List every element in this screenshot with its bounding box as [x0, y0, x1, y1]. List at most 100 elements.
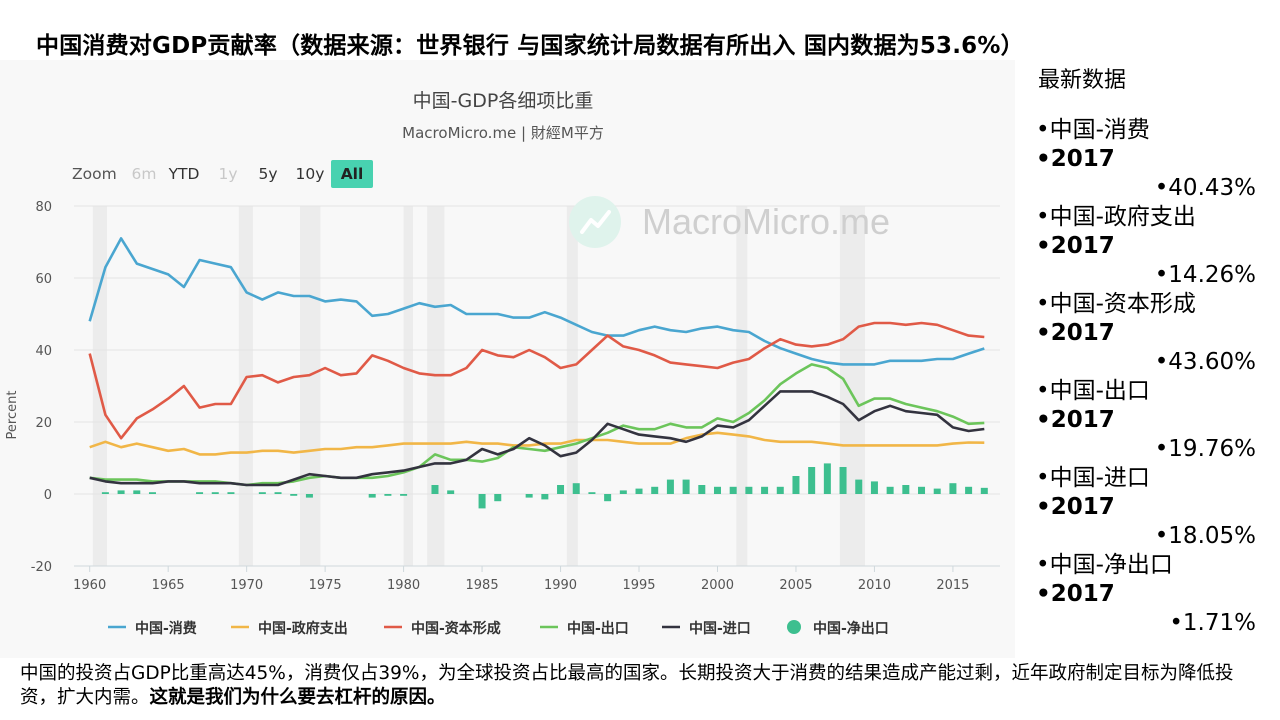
latest-series-name: •中国-资本形成 — [1036, 291, 1196, 317]
legend-item[interactable]: 中国-资本形成 — [384, 620, 501, 637]
net-export-bar — [776, 486, 784, 494]
net-export-bar — [902, 485, 910, 494]
net-export-bar — [368, 494, 376, 498]
latest-year: •2017 — [1036, 146, 1115, 172]
net-export-bar — [886, 486, 894, 494]
commentary-text: 中国的投资占GDP比重高达45%，消费仅占39%，为全球投资占比最高的国家。长期… — [20, 663, 1234, 708]
y-tick-label: 0 — [44, 488, 52, 503]
net-export-bar — [400, 494, 408, 496]
shaded-period — [300, 206, 321, 566]
net-export-bar — [447, 490, 455, 494]
net-export-bar — [290, 494, 298, 496]
shaded-period — [403, 206, 414, 566]
range-button-6m[interactable]: 6m — [132, 165, 157, 183]
x-tick-label: 1970 — [230, 578, 263, 593]
shaded-period — [839, 206, 866, 566]
series-line — [89, 431, 985, 456]
latest-series-name: •中国-出口 — [1036, 378, 1150, 404]
legend-label: 中国-净出口 — [813, 620, 889, 637]
net-export-bar — [541, 494, 549, 500]
net-export-bar — [698, 485, 706, 494]
net-export-bar — [588, 492, 596, 494]
range-button-label: 5y — [258, 165, 277, 183]
x-tick-label: 2000 — [701, 578, 734, 593]
legend-label: 中国-政府支出 — [258, 620, 348, 637]
legend-item[interactable]: 中国-出口 — [540, 620, 629, 637]
commentary-emphasis: 这就是我们为什么要去杠杆的原因。 — [149, 687, 446, 708]
shaded-period — [238, 206, 253, 566]
net-export-bar — [148, 492, 156, 494]
range-button-label: YTD — [168, 165, 200, 183]
net-export-bar — [133, 490, 141, 494]
y-tick-label: 60 — [35, 272, 52, 287]
net-export-bar — [196, 492, 204, 494]
watermark: MacroMicro.me — [569, 196, 890, 248]
range-button-label: 10y — [296, 165, 325, 183]
axes: -20 0 20 40 60 80 1960 1965 1970 1975 1980 1985 1990… — [31, 200, 1000, 593]
net-export-bar — [258, 492, 266, 494]
range-button-5y[interactable]: 5y — [258, 165, 277, 183]
net-export-bar — [729, 486, 737, 494]
y-tick-label: 20 — [35, 416, 52, 431]
latest-year: •2017 — [1036, 494, 1115, 520]
latest-series-name: •中国-政府支出 — [1036, 204, 1196, 230]
range-button-label: 6m — [132, 165, 157, 183]
net-export-bar — [651, 486, 659, 494]
net-export-bar — [666, 479, 674, 494]
latest-series-name: •中国-进口 — [1036, 465, 1150, 491]
y-tick-label: -20 — [31, 560, 52, 575]
latest-value: •19.76% — [1154, 436, 1256, 462]
chart-subtitle: MacroMicro.me | 財經M平方 — [402, 124, 604, 142]
commentary: 中国的投资占GDP比重高达45%，消费仅占39%，为全球投资占比最高的国家。长期… — [20, 662, 1250, 710]
y-tick-label: 40 — [35, 344, 52, 359]
net-export-bar — [384, 494, 392, 496]
chart-panel: MacroMicro.me -20 0 20 40 60 80 1960 1965 1970 19… — [0, 60, 1015, 658]
latest-data-item: •中国-出口 •2017 •19.76% — [1036, 377, 1256, 464]
range-button-ytd[interactable]: YTD — [168, 165, 200, 183]
net-export-bar — [808, 467, 816, 494]
net-export-bar — [949, 483, 957, 494]
legend-label: 中国-消费 — [135, 620, 197, 637]
watermark-text: MacroMicro.me — [642, 201, 890, 242]
range-button-10y[interactable]: 10y — [296, 165, 325, 183]
net-export-bar — [211, 492, 219, 494]
latest-value: •43.60% — [1154, 349, 1256, 375]
series-lines — [88, 237, 985, 487]
zoom-label: Zoom — [72, 165, 117, 183]
latest-data-item: •中国-消费 •2017 •40.43% — [1036, 116, 1256, 203]
recession-shading — [92, 206, 866, 566]
latest-value: •40.43% — [1154, 175, 1256, 201]
latest-year: •2017 — [1036, 320, 1115, 346]
range-button-label: 1y — [218, 165, 237, 183]
x-tick-label: 2005 — [779, 578, 812, 593]
range-button-1y[interactable]: 1y — [218, 165, 237, 183]
legend-item[interactable]: 中国-政府支出 — [231, 620, 348, 637]
legend-label: 中国-资本形成 — [411, 620, 501, 637]
net-export-bar — [635, 488, 643, 494]
legend-item[interactable]: 中国-净出口 — [787, 620, 889, 637]
chart-title: 中国-GDP各细项比重 — [413, 90, 594, 112]
latest-data-item: •中国-资本形成 •2017 •43.60% — [1036, 290, 1256, 377]
net-export-bar — [572, 483, 580, 494]
range-button-bg — [331, 160, 373, 188]
net-export-bar — [117, 490, 125, 494]
legend-item[interactable]: 中国-进口 — [662, 620, 751, 637]
legend-label: 中国-进口 — [689, 620, 751, 637]
net-export-bar — [918, 486, 926, 494]
shaded-period — [566, 206, 578, 566]
net-export-bar — [557, 485, 565, 494]
shaded-period — [92, 206, 107, 566]
latest-series-name: •中国-消费 — [1036, 117, 1150, 143]
net-export-bar — [823, 463, 831, 494]
net-export-bar — [855, 479, 863, 494]
y-axis-label: Percent — [5, 391, 20, 440]
net-export-bar — [525, 494, 533, 498]
net-export-bar — [682, 479, 690, 494]
legend-item[interactable]: 中国-消费 — [108, 620, 197, 637]
legend: 中国-消费 中国-政府支出 中国-资本形成 中国-出口 中国-进口 中国-净出口 — [108, 620, 889, 637]
latest-data-item: •中国-进口 •2017 •18.05% — [1036, 464, 1256, 551]
range-button-all[interactable]: All — [331, 160, 373, 188]
legend-label: 中国-出口 — [567, 620, 629, 637]
net-export-bar — [101, 492, 109, 494]
latest-value: •14.26% — [1154, 262, 1256, 288]
